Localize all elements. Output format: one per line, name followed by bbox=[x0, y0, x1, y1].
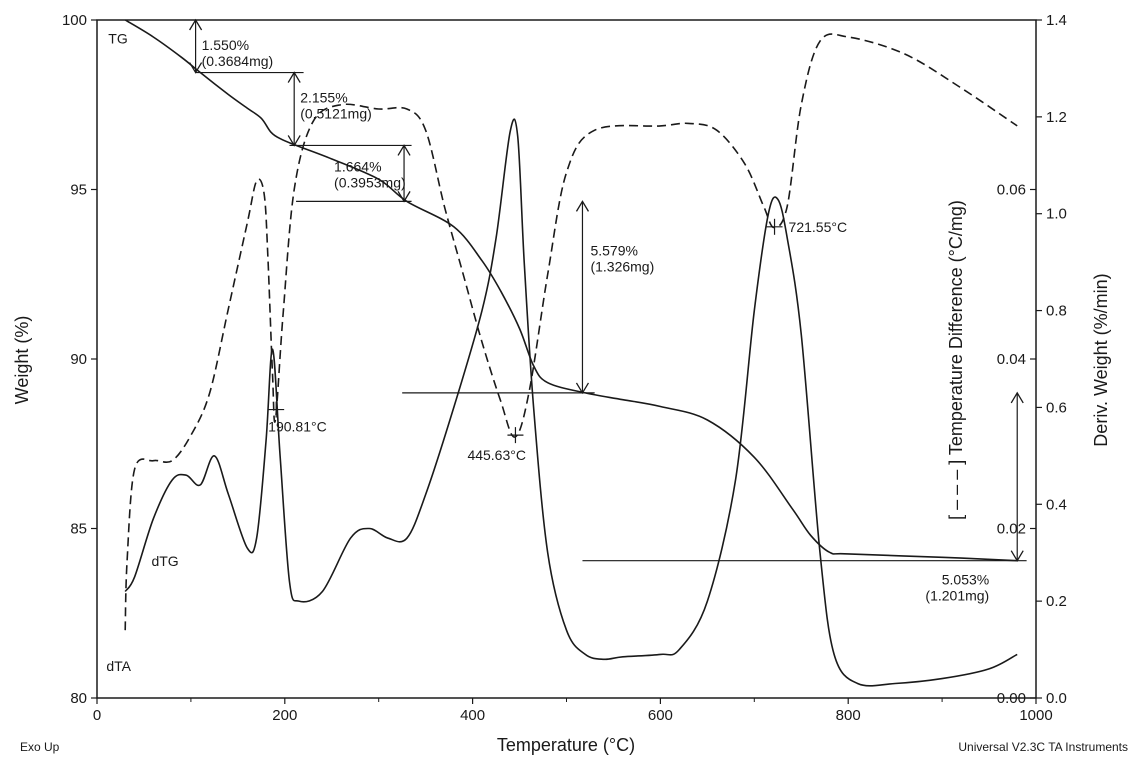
arrow-head bbox=[287, 135, 301, 147]
series-line-dta bbox=[124, 33, 1018, 631]
y-left-tick-label: 90 bbox=[70, 351, 87, 368]
arrow-head bbox=[287, 71, 301, 83]
arrow-head bbox=[397, 144, 411, 156]
x-tick-label: 200 bbox=[272, 707, 297, 724]
y-right-outer-tick-label: 0.2 bbox=[1046, 593, 1067, 610]
step-percent-label: 5.053% bbox=[942, 572, 989, 588]
x-tick-label: 800 bbox=[836, 707, 861, 724]
x-axis-label: Temperature (°C) bbox=[497, 735, 635, 755]
curve-labels: TG dTG dTA 190.81°C 445.63°C 721.55°C bbox=[106, 31, 847, 674]
step-mass-label: (1.201mg) bbox=[925, 588, 989, 604]
y-axis-label-right-outer: Deriv. Weight (%/min) bbox=[1091, 273, 1111, 446]
arrow-head bbox=[189, 18, 203, 31]
y-left-tick-label: 100 bbox=[62, 12, 87, 29]
y-right-outer-tick-label: 1.0 bbox=[1046, 206, 1067, 223]
step-percent-label: 2.155% bbox=[300, 90, 347, 106]
step-mass-label: (0.3684mg) bbox=[202, 53, 274, 69]
y-right-outer-tick-label: 0.8 bbox=[1046, 303, 1067, 320]
curve-label-tg: TG bbox=[108, 31, 127, 47]
curve-label-dta: dTA bbox=[106, 658, 131, 674]
arrow-head bbox=[575, 200, 590, 212]
y-axis-label-left: Weight (%) bbox=[12, 316, 32, 405]
y-right-inner-tick-label: 0.04 bbox=[997, 351, 1026, 368]
x-tick-label: 0 bbox=[93, 707, 101, 724]
peak-label: 445.63°C bbox=[467, 447, 526, 463]
x-tick-label: 600 bbox=[648, 707, 673, 724]
step-mass-label: (0.3953mg) bbox=[334, 174, 406, 190]
arrow-head bbox=[1010, 550, 1024, 562]
y-right-outer-tick-label: 0.0 bbox=[1046, 690, 1067, 707]
step-percent-label: 1.664% bbox=[334, 158, 381, 174]
y-left-tick-label: 85 bbox=[70, 521, 87, 538]
y-left-tick-label: 80 bbox=[70, 690, 87, 707]
arrow-head bbox=[397, 191, 411, 203]
y-right-inner-tick-label: 0.06 bbox=[997, 182, 1026, 199]
y-right-inner-tick-label: 0.00 bbox=[997, 690, 1026, 707]
arrow-head bbox=[1010, 391, 1024, 404]
y-right-outer-tick-label: 0.6 bbox=[1046, 399, 1067, 416]
peak-label: 721.55°C bbox=[789, 219, 848, 235]
footer-left-label: Exo Up bbox=[20, 740, 60, 754]
curve-label-dtg: dTG bbox=[151, 553, 178, 569]
y-right-outer-tick-label: 1.4 bbox=[1046, 12, 1067, 29]
y-right-outer-tick-label: 1.2 bbox=[1046, 109, 1067, 126]
step-mass-label: (0.5121mg) bbox=[300, 106, 372, 122]
y-left-tick-label: 95 bbox=[70, 182, 87, 199]
x-tick-label: 400 bbox=[460, 707, 485, 724]
y-right-outer-tick-label: 0.4 bbox=[1046, 496, 1067, 513]
series-line-dtg bbox=[124, 118, 1018, 687]
arrow-head bbox=[189, 62, 203, 74]
step-percent-label: 1.550% bbox=[202, 37, 249, 53]
y-axis-label-right-inner: [ – – – ] Temperature Difference (°C/mg) bbox=[946, 200, 966, 520]
step-annotations: 1.550%(0.3684mg) 2.155%(0.5121mg) 1.664%(0… bbox=[189, 18, 1027, 604]
arrow-head bbox=[575, 382, 590, 395]
step-percent-label: 5.579% bbox=[590, 243, 637, 259]
axes: 0 200 400 600 800 1000 80 85 90 95 100 0.0 0.2 0.4 0.6… bbox=[62, 12, 1067, 724]
footer-right-label: Universal V2.3C TA Instruments bbox=[958, 740, 1128, 754]
series-layer bbox=[124, 19, 1018, 687]
step-mass-label: (1.326mg) bbox=[590, 259, 654, 275]
plot-frame bbox=[96, 19, 1037, 699]
peak-label: 190.81°C bbox=[268, 419, 327, 435]
x-tick-label: 1000 bbox=[1019, 707, 1052, 724]
series-line-tg bbox=[124, 19, 1018, 562]
y-right-inner-tick-label: 0.02 bbox=[997, 521, 1026, 538]
